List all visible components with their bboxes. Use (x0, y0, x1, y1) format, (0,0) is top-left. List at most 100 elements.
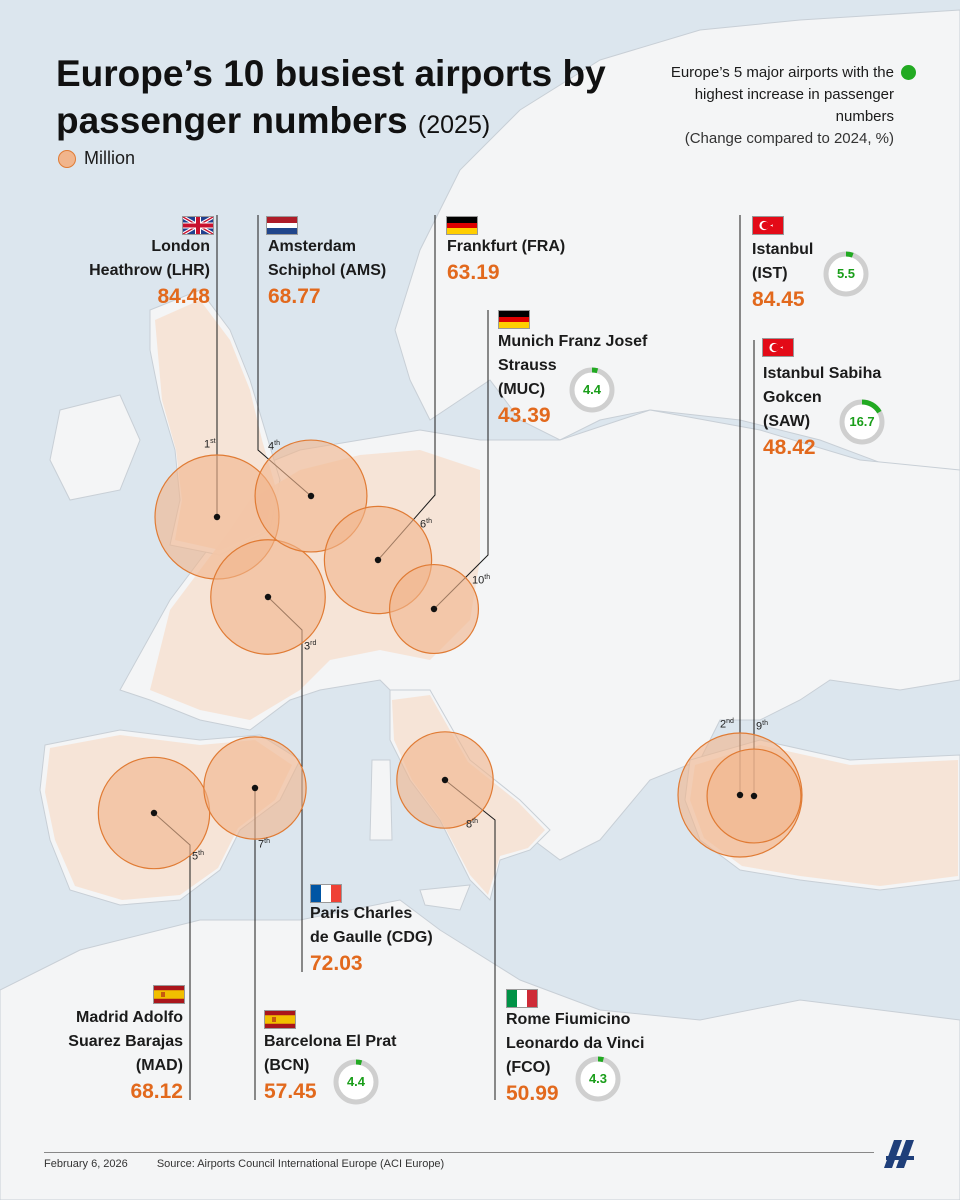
airport-name-line: Leonardo da Vinci (506, 1035, 645, 1052)
rank-number: 5 (192, 850, 199, 863)
passenger-value: 84.45 (752, 288, 805, 311)
gauge-arc (333, 1059, 379, 1105)
airport-dot-saw (750, 792, 758, 800)
airport-name-line: Strauss (498, 357, 557, 374)
airport-label-cdg: Paris Charles de Gaulle (CDG) 72.03 (310, 902, 510, 976)
airport-name-line: Schiphol (AMS) (268, 262, 387, 279)
airport-name-line: Amsterdam (268, 238, 357, 255)
legend-increase: Europe’s 5 major airports with the highe… (664, 62, 916, 150)
africa-land (0, 899, 960, 1200)
passenger-value: 72.03 (310, 952, 363, 975)
footer-source: Source: Airports Council International E… (156, 1158, 445, 1170)
passenger-value: 84.48 (157, 285, 210, 308)
increase-value: 5.5 (836, 266, 856, 281)
gauge-arc (575, 1056, 621, 1102)
airport-name-line: Istanbul Sabiha (763, 365, 882, 382)
increase-gauge-bcn: 4.4 (332, 1058, 380, 1106)
rank-suffix: th (426, 518, 432, 525)
airport-name-line: Istanbul (752, 241, 814, 258)
airport-name-line: (IST) (752, 265, 788, 282)
airport-label-fco: Rome Fiumicino Leonardo da Vinci (FCO) 50.9… (506, 1008, 706, 1106)
agency-logo-icon (884, 1140, 914, 1168)
rank-number: 4 (268, 440, 275, 453)
airport-name-line: (FCO) (506, 1059, 551, 1076)
footer: February 6, 2026 Source: Airports Counci… (44, 1158, 444, 1170)
rank-suffix: th (274, 440, 280, 447)
airport-name-line: London (151, 238, 210, 255)
passenger-value: 57.45 (264, 1080, 317, 1103)
italy-flag-icon (506, 989, 538, 1008)
ireland-land (49, 394, 141, 501)
legend-bubble-icon (58, 149, 76, 168)
airport-dot-cdg (264, 593, 272, 601)
airport-dot-muc (430, 605, 438, 613)
france-flag-icon (310, 884, 342, 903)
airport-name-line: (SAW) (763, 413, 811, 430)
title-main: Europe’s 10 busiest airports by passenge… (56, 53, 606, 141)
passenger-value: 50.99 (506, 1082, 559, 1105)
rank-number: 2 (720, 718, 727, 731)
footer-date: February 6, 2026 (44, 1158, 128, 1170)
airport-dot-mad (150, 809, 158, 817)
increase-gauge-ist: 5.5 (822, 250, 870, 298)
uk-flag-icon (182, 216, 214, 235)
airport-name-line: de Gaulle (CDG) (310, 929, 433, 946)
airport-name-line: Madrid Adolfo (76, 1009, 183, 1026)
spain-flag-icon (153, 985, 185, 1004)
rank-label-fco: 8th (466, 818, 478, 831)
rank-number: 3 (304, 640, 311, 653)
airport-name-line: Gokcen (763, 389, 822, 406)
rank-suffix: th (484, 574, 491, 581)
rank-label-ist: 2nd (720, 718, 734, 731)
turkey-flag-icon (752, 216, 784, 235)
airport-dot-bcn (251, 784, 259, 792)
airport-dot-lhr (213, 513, 221, 521)
airport-name-line: (BCN) (264, 1057, 310, 1074)
passenger-value: 63.19 (447, 261, 500, 284)
gauge-arc (569, 367, 615, 413)
rank-suffix: th (264, 838, 270, 845)
legend-increase-text: Europe’s 5 major airports with the highe… (670, 64, 894, 125)
rank-label-fra: 6th (420, 518, 432, 531)
airport-label-saw: Istanbul Sabiha Gokcen (SAW) 48.42 (763, 362, 903, 460)
islands-land (369, 759, 471, 911)
legend-size: Million (58, 148, 135, 169)
rank-number: 6 (420, 518, 427, 531)
rank-number: 7 (258, 838, 265, 851)
airport-label-muc: Munich Franz Josef Strauss (MUC) 43.39 (498, 330, 678, 428)
airport-dot-ams (307, 492, 315, 500)
rank-number: 10 (472, 574, 485, 587)
increase-value: 4.3 (588, 1071, 608, 1086)
rank-number: 8 (466, 818, 473, 831)
rank-suffix: th (472, 818, 478, 825)
gauge-arc (839, 399, 885, 445)
rank-label-lhr: 1st (204, 438, 216, 451)
germany-flag-icon (446, 216, 478, 235)
passenger-value: 68.77 (268, 285, 321, 308)
airport-label-ist: Istanbul (IST) 84.45 (752, 238, 892, 312)
increase-value: 4.4 (582, 382, 602, 397)
legend-increase-sub: (Change compared to 2024, %) (684, 130, 894, 147)
rank-suffix: nd (726, 718, 734, 725)
airport-label-ams: Amsterdam Schiphol (AMS) 68.77 (268, 235, 448, 309)
page-title: Europe’s 10 busiest airports by passenge… (56, 50, 656, 149)
netherlands-flag-icon (266, 216, 298, 235)
rank-number: 1 (204, 438, 211, 451)
rank-label-bcn: 7th (258, 838, 270, 851)
airport-name-line: (MUC) (498, 381, 546, 398)
footer-divider (44, 1152, 874, 1153)
passenger-value: 68.12 (130, 1080, 183, 1103)
rank-suffix: th (198, 850, 204, 857)
passenger-value: 43.39 (498, 404, 551, 427)
rank-suffix: rd (310, 640, 317, 647)
airport-name-line: Heathrow (LHR) (89, 262, 210, 279)
title-year: (2025) (417, 111, 491, 139)
germany-flag-icon (498, 310, 530, 329)
increase-gauge-fco: 4.3 (574, 1055, 622, 1103)
rank-label-mad: 5th (192, 850, 204, 863)
legend-green-dot-icon (901, 65, 916, 80)
airport-name-line: Paris Charles (310, 905, 413, 922)
rank-label-muc: 10th (472, 574, 490, 587)
passenger-value: 48.42 (763, 436, 816, 459)
